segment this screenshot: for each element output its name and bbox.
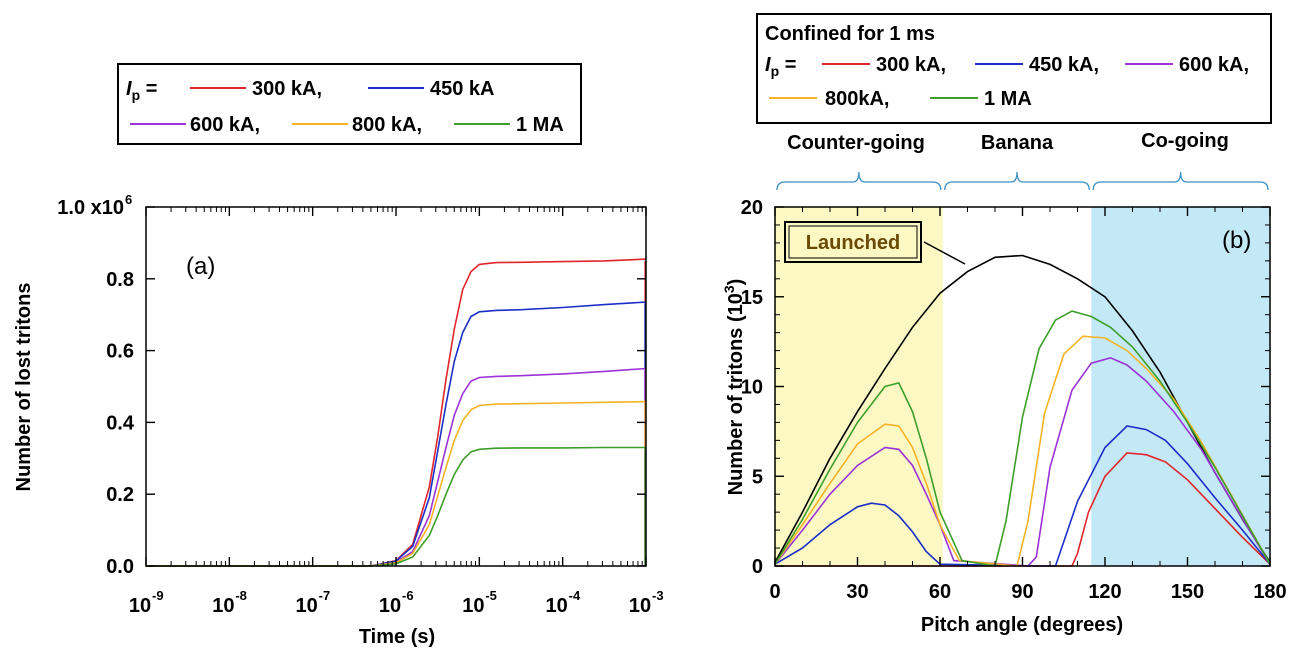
panel-b-ytick-label: 5 [752, 466, 763, 488]
panel-a-frame [145, 206, 647, 567]
panel-a-series-600-ka [146, 367, 647, 567]
panel-b-xtick-label: 30 [846, 581, 868, 603]
panel-b-ytick-label: 0 [752, 556, 763, 578]
panel-b-ylabel-end: ) [725, 279, 747, 286]
panel-a-ytick-exp: 6 [125, 192, 132, 207]
legend-b-label-600: 600 kA, [1179, 54, 1249, 76]
legend-b-label-450: 450 kA, [1029, 54, 1099, 76]
panel-a-xtick-exp: -3 [652, 588, 664, 603]
svg-text:Ip =: Ip = [126, 78, 157, 103]
panel-a-xtick-label: 10 [129, 595, 151, 617]
panel-b-ytick-label: 10 [741, 377, 763, 399]
launched-annotation-pointer [923, 241, 966, 265]
legend-b-label-300: 300 kA, [876, 54, 946, 76]
panel-b-ylabel-main: Number of tritons (10 [725, 293, 747, 495]
panel-a-series-1-ma [146, 446, 646, 567]
panel-b-label: (b) [1222, 227, 1251, 254]
panel-a-series-800-ka [146, 400, 647, 567]
panel-a-xtick-label: 10 [212, 595, 234, 617]
region-brace-0 [776, 171, 942, 191]
legend-b-label-1ma: 1 MA [984, 88, 1032, 110]
panel-b: Counter-going Banana Co-going 0 5 10 15 20 0… [721, 130, 1287, 636]
panel-b-region-braces [776, 171, 1269, 191]
panel-a-xtick-labels: 10 -9 10 -8 10 -7 10 -6 10 -5 10 -4 10 -3 [129, 588, 664, 617]
panel-a-xtick-exp: -4 [569, 588, 581, 603]
panel-b-ytick-label: 15 [741, 287, 763, 309]
launched-annotation-box [784, 221, 922, 263]
legend-b-header: Confined for 1 ms [765, 23, 935, 45]
panel-b-xtick-label: 0 [769, 581, 780, 603]
panel-a: 0.00.20.40.60.81.0 x10 6 10 -9 10 -8 10 -7 10 -6… [13, 192, 664, 648]
panel-a-xtick-exp: -8 [235, 588, 247, 603]
panel-a-ytick-label: 1.0 x10 [57, 197, 124, 219]
panel-a-series-300-ka [146, 258, 647, 567]
panel-b-series-1-ma [774, 310, 1271, 567]
panel-a-series-group [146, 258, 647, 567]
legend-a-label-300: 300 kA, [252, 78, 322, 100]
panel-b-xlabel: Pitch angle (degrees) [921, 614, 1123, 636]
panel-b-xtick-label: 180 [1253, 581, 1286, 603]
panel-b-xtick-label: 120 [1088, 581, 1121, 603]
panel-a-xtick-exp: -7 [319, 588, 331, 603]
legend-a-ip-sub: p [132, 87, 141, 103]
panel-b-xtick-label: 150 [1171, 581, 1204, 603]
panel-a-xlabel: Time (s) [359, 626, 435, 648]
legend-b-ip-symbol: I [765, 54, 771, 76]
launched-annotation-text: Launched [806, 232, 900, 254]
panel-b-ticks [774, 206, 1271, 567]
panel-b-series-600-ka [774, 356, 1271, 567]
legend-a-label-800: 800 kA, [352, 114, 422, 136]
panel-a-xtick-label: 10 [629, 595, 651, 617]
region-brace-1 [944, 171, 1090, 191]
legend-a: Ip = 300 kA, 450 kA 600 kA, 800 kA, 1 MA [117, 63, 582, 145]
region-label-counter-going: Counter-going [787, 132, 925, 154]
panel-b-ytick-label: 20 [741, 197, 763, 219]
panel-a-ytick-label: 0.8 [106, 269, 134, 291]
panel-a-ytick-label: 0.0 [106, 556, 134, 578]
panel-b-ylabel: Number of tritons (103) [721, 279, 747, 496]
panel-b-xtick-labels: 0 30 60 90 120 150 180 [769, 581, 1286, 603]
panel-b-xtick-label: 90 [1011, 581, 1033, 603]
panel-a-ytick-labels: 0.0 0.2 0.4 0.6 0.8 1.0 x10 6 [57, 192, 135, 578]
region-brace-2 [1092, 171, 1269, 191]
svg-text:Ip =: Ip = [765, 54, 796, 79]
panel-a-xtick-exp: -5 [485, 588, 497, 603]
legend-b-equals: = [785, 54, 797, 76]
panel-b-frame [774, 206, 1271, 567]
legend-b-ip-sub: p [771, 63, 780, 79]
panel-b-ytick-labels: 0 5 10 15 20 [741, 197, 763, 578]
legend-a-label-450: 450 kA [430, 78, 495, 100]
region-co-going-shade [1091, 207, 1270, 566]
panel-a-label: (a) [186, 253, 215, 280]
panel-a-ytick-label: 0.2 [106, 484, 134, 506]
panel-a-xtick-label: 10 [379, 595, 401, 617]
panel-b-ylabel-exp: 3 [721, 285, 737, 293]
panel-a-ytick-label: 0.6 [106, 341, 134, 363]
legend-a-ip-symbol: I [126, 78, 132, 100]
panel-a-ytick-label: 0.4 [106, 412, 135, 434]
panel-a-ylabel: Number of lost tritons [13, 283, 35, 492]
panel-a-xtick-exp: -6 [402, 588, 414, 603]
legend-a-label-1ma: 1 MA [516, 114, 564, 136]
panel-a-xtick-label: 10 [296, 595, 318, 617]
panel-a-series-450-ka [146, 301, 647, 567]
legend-b: Confined for 1 ms Ip = 300 kA, 450 kA, 6… [756, 13, 1272, 124]
panel-b-xtick-label: 60 [929, 581, 951, 603]
legend-a-equals: = [146, 78, 158, 100]
legend-b-label-800: 800kA, [825, 88, 890, 110]
panel-a-xtick-exp: -9 [152, 588, 164, 603]
panel-a-xtick-label: 10 [462, 595, 484, 617]
region-label-co-going: Co-going [1141, 130, 1229, 152]
region-label-banana: Banana [981, 132, 1054, 154]
panel-b-series-800-ka [774, 335, 1271, 567]
legend-a-label-600: 600 kA, [190, 114, 260, 136]
panel-a-xtick-label: 10 [546, 595, 568, 617]
